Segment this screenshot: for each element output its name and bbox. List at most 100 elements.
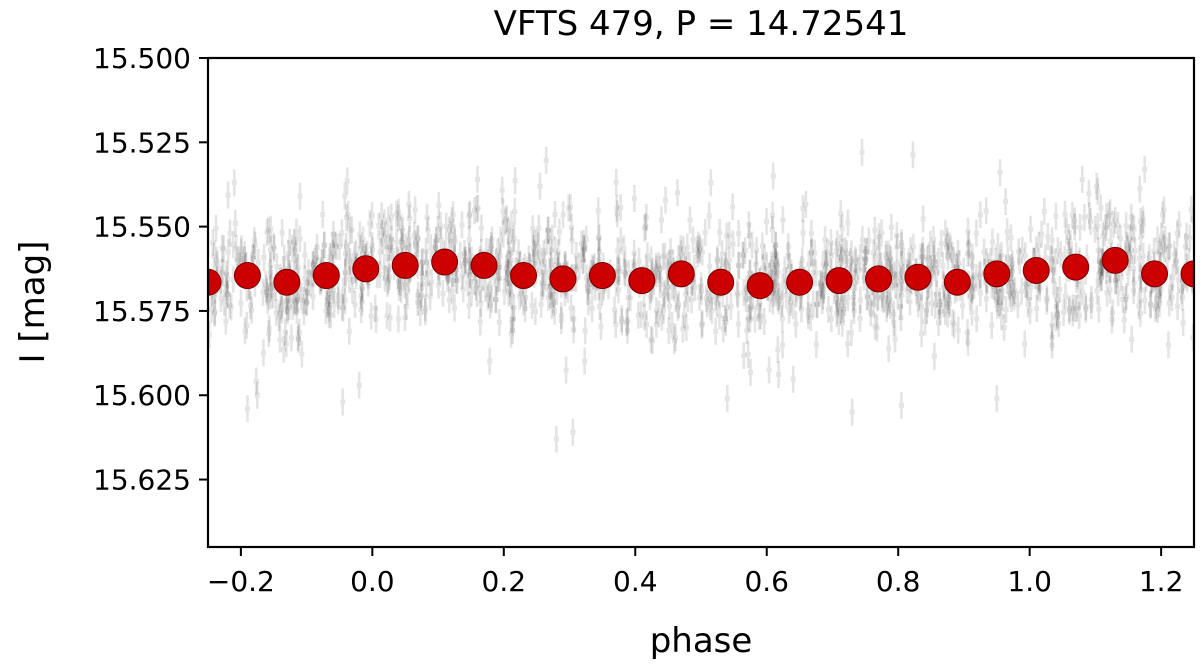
observation-point xyxy=(730,193,736,221)
observation-point xyxy=(419,248,425,276)
observation-point xyxy=(359,288,365,316)
observation-point xyxy=(244,395,250,423)
observation-point xyxy=(619,305,625,333)
observation-point xyxy=(834,230,840,258)
observation-point xyxy=(357,221,363,249)
observation-point xyxy=(631,184,637,212)
observation-point xyxy=(1175,266,1181,294)
observation-point xyxy=(387,233,393,261)
observation-point xyxy=(499,176,505,204)
observation-point xyxy=(538,290,544,318)
observation-point xyxy=(703,285,709,313)
observation-point xyxy=(1049,246,1055,274)
observation-point xyxy=(783,281,789,309)
observation-point xyxy=(989,312,995,339)
observation-point xyxy=(747,295,753,323)
observation-point xyxy=(665,258,671,286)
observation-point xyxy=(810,258,816,286)
observation-point xyxy=(653,255,659,283)
observation-point xyxy=(838,296,844,324)
observation-point xyxy=(855,257,861,285)
observation-point xyxy=(540,269,546,297)
observation-point xyxy=(816,279,822,307)
observation-point xyxy=(505,258,511,286)
observation-point xyxy=(873,242,879,270)
observation-point xyxy=(268,281,274,309)
observation-point xyxy=(1160,230,1166,258)
observation-point xyxy=(762,244,768,272)
observation-point xyxy=(851,290,857,318)
observation-point xyxy=(344,204,350,232)
observation-point xyxy=(941,290,947,318)
observation-point xyxy=(625,307,631,335)
observation-point xyxy=(862,238,868,266)
observation-point xyxy=(385,269,391,297)
observation-point xyxy=(360,226,366,254)
observation-point xyxy=(585,288,591,316)
observation-point xyxy=(302,241,308,269)
observation-point xyxy=(407,204,413,232)
observation-point xyxy=(736,220,742,248)
observation-point xyxy=(779,290,785,318)
observation-point xyxy=(1173,248,1179,276)
observation-point xyxy=(242,317,248,345)
observation-point xyxy=(342,239,348,267)
observation-point xyxy=(426,259,432,287)
observation-point xyxy=(543,146,549,174)
observation-point xyxy=(964,319,970,347)
observation-point xyxy=(260,339,266,367)
observation-point xyxy=(999,283,1005,311)
observation-point xyxy=(1094,277,1100,305)
observation-point xyxy=(697,234,703,262)
observation-point xyxy=(770,201,776,229)
observation-point xyxy=(1106,201,1112,229)
observation-point xyxy=(981,238,987,266)
observation-point xyxy=(489,226,495,254)
observation-point xyxy=(1155,295,1161,323)
observation-point xyxy=(1053,304,1059,332)
observation-point xyxy=(969,298,975,326)
observation-point xyxy=(678,235,684,263)
observation-point xyxy=(840,238,846,266)
observation-point xyxy=(377,238,383,266)
observation-point xyxy=(597,292,603,320)
observation-point xyxy=(839,309,845,337)
observation-point xyxy=(1137,175,1143,203)
observation-point xyxy=(719,240,725,268)
observation-point xyxy=(749,231,755,259)
observation-point xyxy=(1034,295,1040,323)
observation-point xyxy=(459,211,465,239)
observation-point xyxy=(1123,282,1129,310)
observation-point xyxy=(824,238,830,266)
observation-point xyxy=(941,271,947,299)
observation-point xyxy=(512,166,518,194)
observation-point xyxy=(475,194,481,222)
observation-point xyxy=(1095,237,1101,265)
observation-point xyxy=(503,207,509,235)
observation-point xyxy=(1140,242,1146,270)
observation-point xyxy=(1049,331,1055,359)
y-tick-label: 15.600 xyxy=(93,379,191,412)
observation-point xyxy=(656,300,662,328)
observation-point xyxy=(1169,284,1175,312)
observation-point xyxy=(687,206,693,234)
observation-point xyxy=(347,248,353,276)
observation-point xyxy=(1070,294,1076,322)
observation-point xyxy=(209,295,215,323)
observation-point xyxy=(450,201,456,229)
observation-point xyxy=(894,221,900,249)
observation-point xyxy=(500,220,506,248)
observation-point xyxy=(552,201,558,228)
observation-point xyxy=(512,197,518,225)
observation-point xyxy=(852,269,858,297)
observation-point xyxy=(265,287,271,315)
observation-point xyxy=(887,286,893,314)
observation-point xyxy=(834,291,840,319)
observation-point xyxy=(925,244,931,272)
observation-point xyxy=(1117,224,1123,252)
observation-point xyxy=(423,270,429,298)
observation-point xyxy=(1184,222,1190,250)
observation-point xyxy=(581,234,587,262)
binned-mean-point xyxy=(786,268,814,296)
observation-point xyxy=(510,317,516,345)
